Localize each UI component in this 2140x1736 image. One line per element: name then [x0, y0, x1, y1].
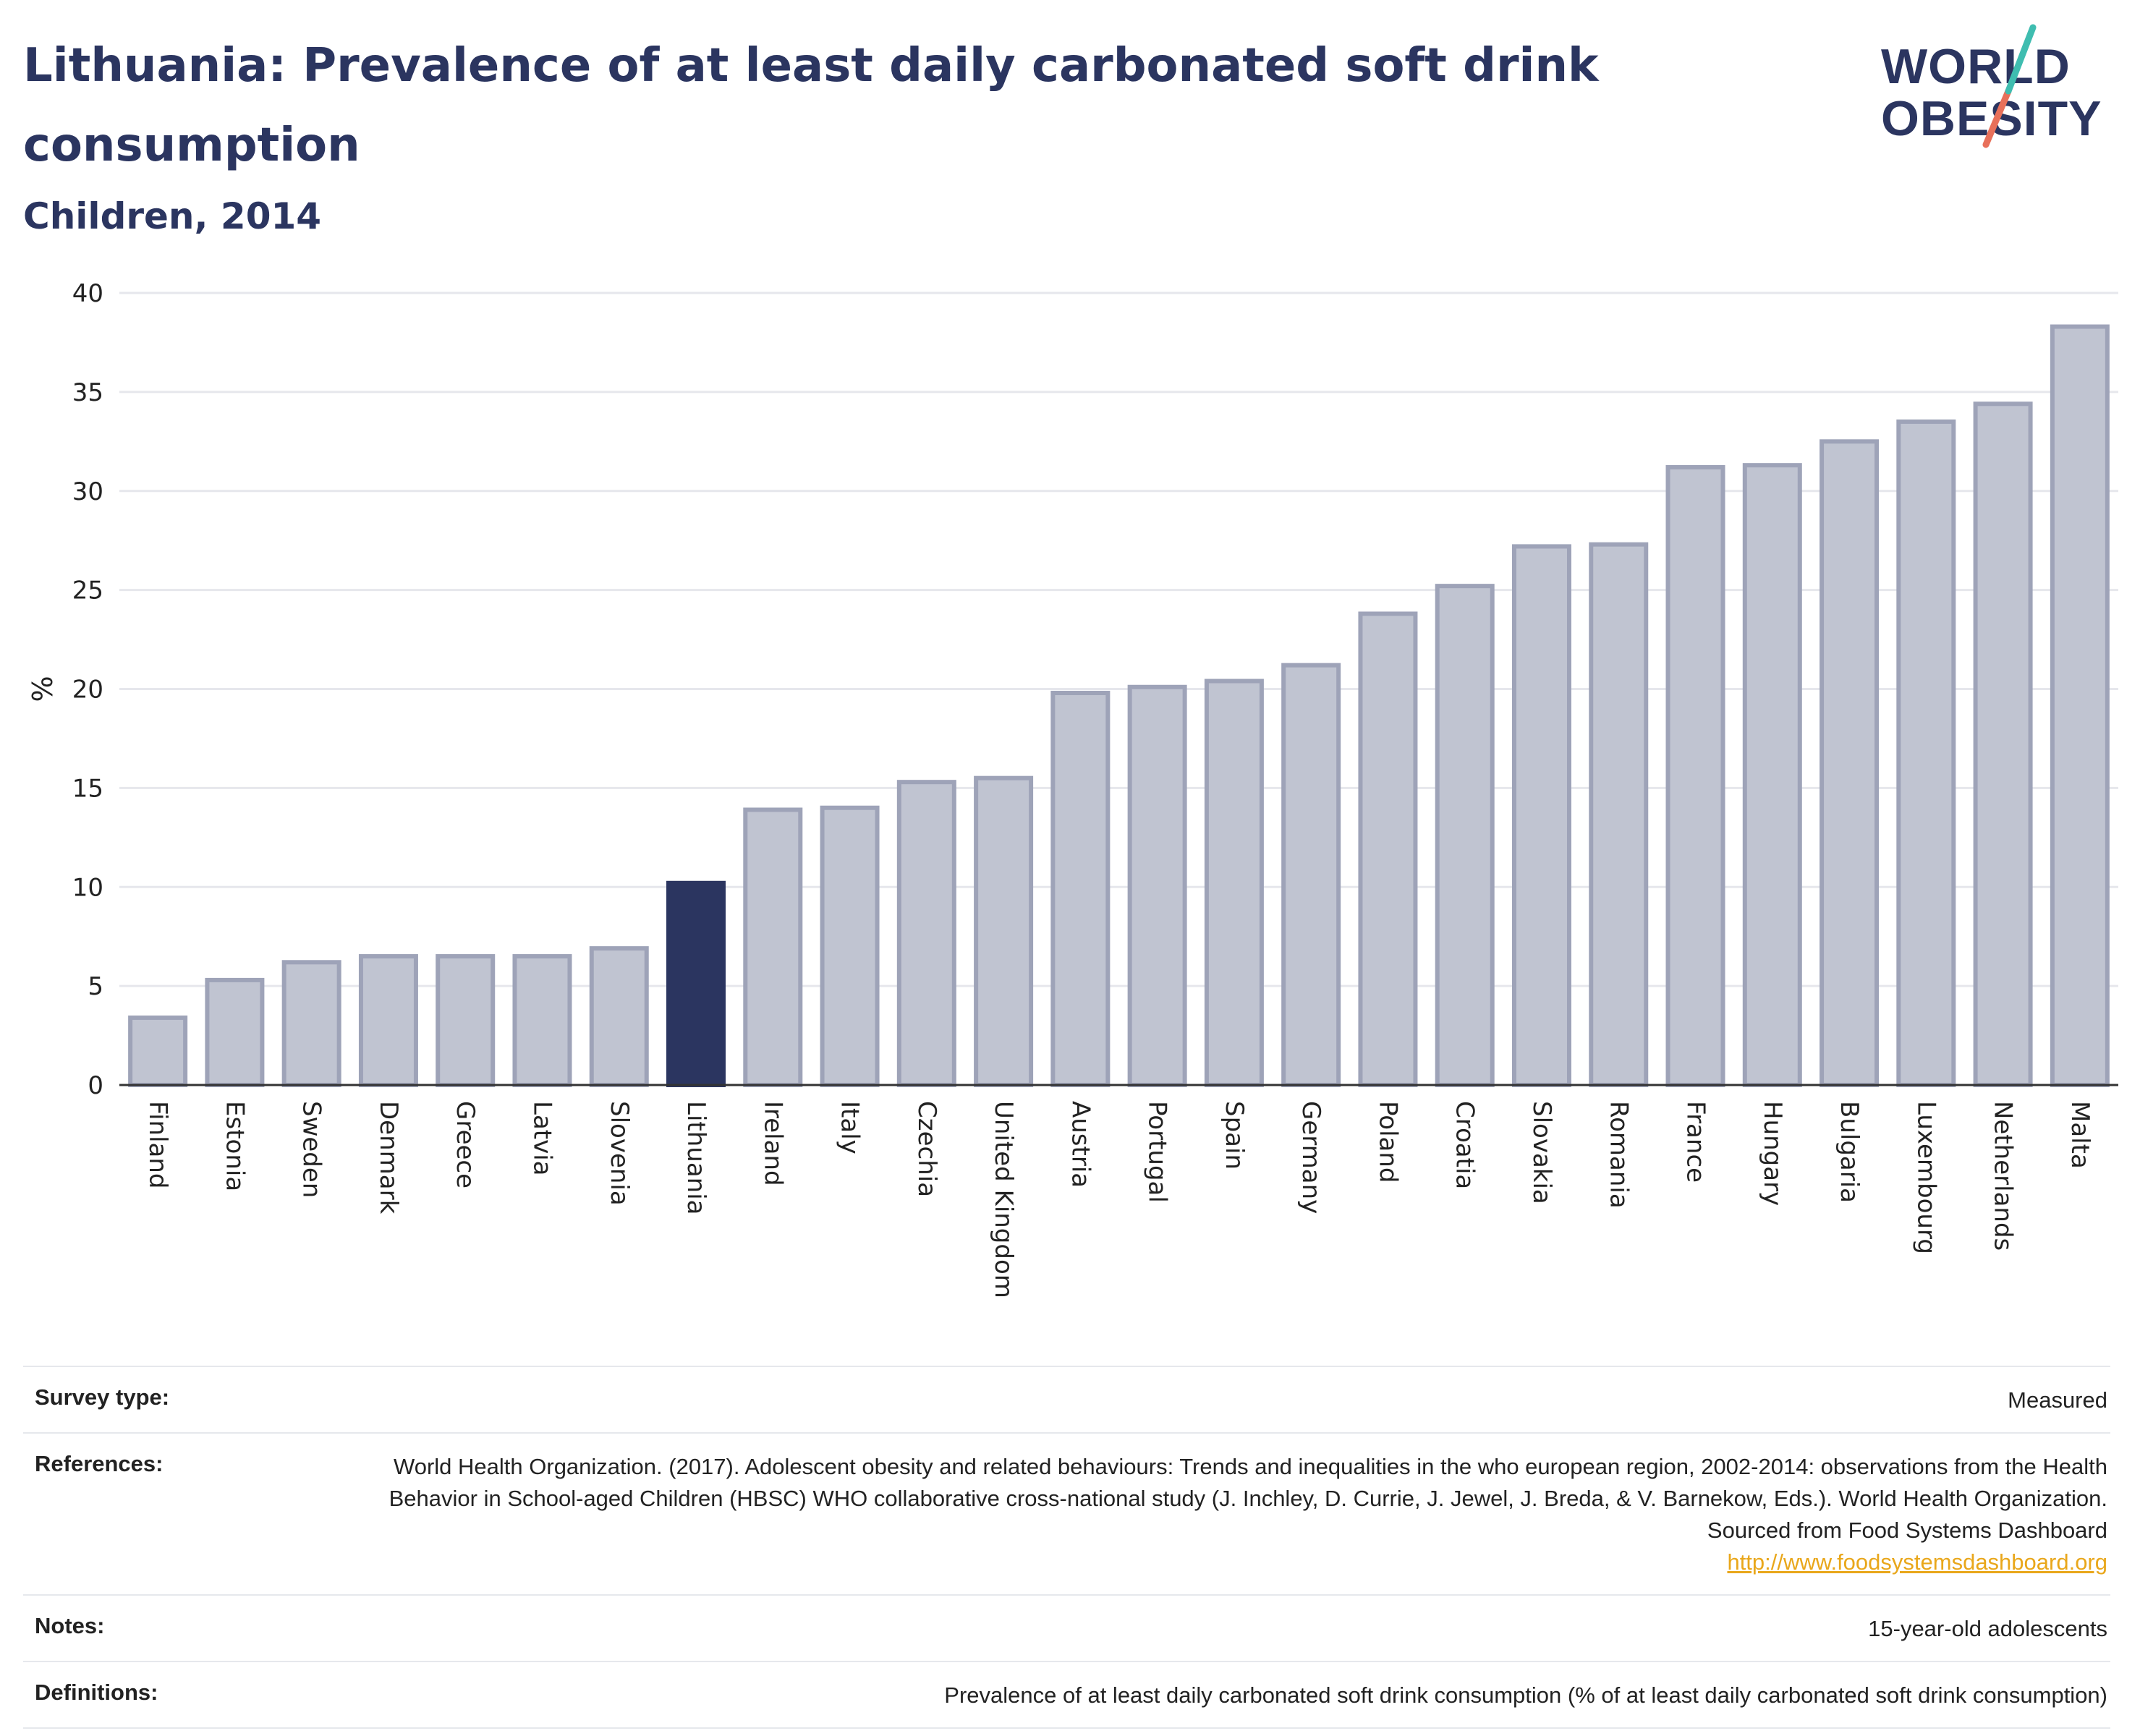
x-tick-label: Spain [1220, 1101, 1249, 1170]
bar [205, 977, 265, 1087]
x-tick-label: Slovakia [1527, 1101, 1556, 1204]
meta-row-notes: Notes: 15-year-old adolescents [23, 1594, 2110, 1661]
x-tick-label: France [1681, 1101, 1710, 1183]
bar-chart: 0 5 10 15 20 25 30 35 40% Finland Estonia Sweden Den… [27, 279, 2118, 1298]
y-tick-label: 20 [72, 676, 103, 705]
x-tick-label: Czechia [912, 1101, 941, 1197]
references-link[interactable]: http://www.foodsystemsdashboard.org [1727, 1549, 2107, 1575]
bar [1973, 401, 2033, 1088]
world-obesity-logo: WORLD OBESITY [1881, 22, 2120, 152]
bar [1127, 684, 1187, 1087]
survey-type-value: Measured [2008, 1387, 2107, 1413]
bar [1281, 663, 1341, 1087]
x-tick-label: United Kingdom [989, 1101, 1018, 1298]
bar [2050, 324, 2110, 1088]
y-tick-label: 25 [72, 576, 103, 605]
x-tick-label: Bulgaria [1835, 1101, 1864, 1203]
definitions-label: Definitions: [35, 1680, 158, 1705]
meta-row-definitions: Definitions: Prevalence of at least dail… [23, 1661, 2110, 1729]
bar [358, 954, 418, 1087]
bar [1204, 678, 1264, 1087]
y-tick-label: 5 [88, 972, 103, 1001]
x-tick-label: Sweden [297, 1101, 326, 1198]
bar [1896, 419, 1956, 1087]
bar [1665, 464, 1725, 1087]
x-tick-label: Germany [1296, 1101, 1325, 1214]
bar [1435, 584, 1495, 1087]
y-tick-label: 40 [72, 279, 103, 308]
bar [281, 960, 341, 1088]
chart-title: Lithuania: Prevalence of at least daily … [23, 39, 1599, 172]
x-tick-label: Austria [1066, 1101, 1095, 1188]
bar [589, 946, 649, 1087]
x-tick-label: Netherlands [1989, 1101, 2018, 1251]
bar [1742, 463, 1802, 1088]
x-tick-label: Luxembourg [1911, 1101, 1940, 1254]
bar [820, 805, 880, 1087]
bar [1358, 611, 1418, 1088]
logo-slash-icon [1982, 24, 2037, 148]
references-text: World Health Organization. (2017). Adole… [388, 1454, 2107, 1543]
y-tick-label: 15 [72, 774, 103, 803]
y-tick-label: 10 [72, 873, 103, 902]
references-value: World Health Organization. (2017). Adole… [324, 1451, 2110, 1578]
bar [666, 880, 726, 1088]
y-tick-label: 0 [88, 1071, 103, 1100]
x-tick-label: Malta [2065, 1101, 2094, 1169]
bar [436, 954, 496, 1087]
bar [512, 954, 572, 1087]
x-tick-label: Estonia [220, 1101, 249, 1191]
x-tick-label: Croatia [1451, 1101, 1479, 1189]
x-tick-label: Denmark [374, 1101, 403, 1214]
x-tick-label: Portugal [1143, 1101, 1172, 1203]
notes-value: 15-year-old adolescents [1868, 1616, 2107, 1641]
x-tick-label: Finland [143, 1101, 172, 1189]
x-tick-label: Hungary [1758, 1101, 1787, 1206]
metadata-table: Survey type: Measured References: World … [23, 1366, 2110, 1729]
bar [1589, 542, 1649, 1088]
logo-line1: WORLD [1881, 39, 2071, 94]
notes-label: Notes: [35, 1613, 105, 1638]
x-tick-label: Ireland [758, 1101, 787, 1186]
references-label: References: [35, 1451, 164, 1476]
bar [1050, 690, 1111, 1087]
bar [1820, 439, 1880, 1087]
definitions-value: Prevalence of at least daily carbonated … [944, 1682, 2107, 1708]
x-tick-label: Greece [451, 1101, 480, 1188]
bar [896, 780, 956, 1087]
meta-row-references: References: World Health Organization. (… [23, 1432, 2110, 1594]
bar [128, 1015, 188, 1088]
x-tick-label: Romania [1604, 1101, 1633, 1209]
y-tick-label: 30 [72, 477, 103, 506]
bar [1511, 544, 1571, 1087]
chart-subtitle: Children, 2014 [23, 195, 322, 237]
y-axis-label: % [27, 676, 59, 702]
bar [743, 807, 803, 1087]
bar [974, 775, 1034, 1087]
x-tick-label: Slovenia [605, 1101, 634, 1206]
survey-type-label: Survey type: [35, 1384, 170, 1410]
x-tick-label: Lithuania [682, 1101, 710, 1214]
x-tick-label: Italy [836, 1101, 865, 1154]
y-tick-label: 35 [72, 378, 103, 407]
x-tick-label: Poland [1373, 1101, 1402, 1183]
meta-row-survey-type: Survey type: Measured [23, 1366, 2110, 1432]
x-tick-label: Latvia [527, 1101, 556, 1176]
